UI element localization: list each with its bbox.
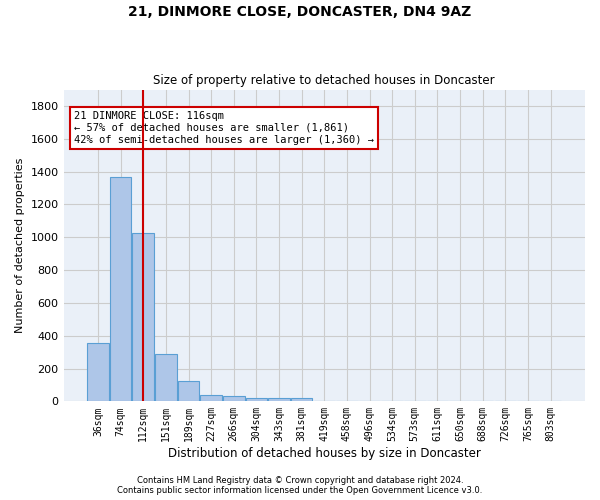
Bar [155,354,176,402]
Bar [223,396,245,402]
X-axis label: Distribution of detached houses by size in Doncaster: Distribution of detached houses by size … [168,447,481,460]
Text: 21 DINMORE CLOSE: 116sqm
← 57% of detached houses are smaller (1,861)
42% of sem: 21 DINMORE CLOSE: 116sqm ← 57% of detach… [74,112,374,144]
Bar [110,178,131,402]
Bar [87,343,109,402]
Bar [200,395,222,402]
Y-axis label: Number of detached properties: Number of detached properties [15,158,25,333]
Bar [291,398,313,402]
Bar [245,398,267,402]
Text: 21, DINMORE CLOSE, DONCASTER, DN4 9AZ: 21, DINMORE CLOSE, DONCASTER, DN4 9AZ [128,5,472,19]
Bar [178,381,199,402]
Text: Contains HM Land Registry data © Crown copyright and database right 2024.
Contai: Contains HM Land Registry data © Crown c… [118,476,482,495]
Bar [268,398,290,402]
Title: Size of property relative to detached houses in Doncaster: Size of property relative to detached ho… [154,74,495,87]
Bar [133,233,154,402]
